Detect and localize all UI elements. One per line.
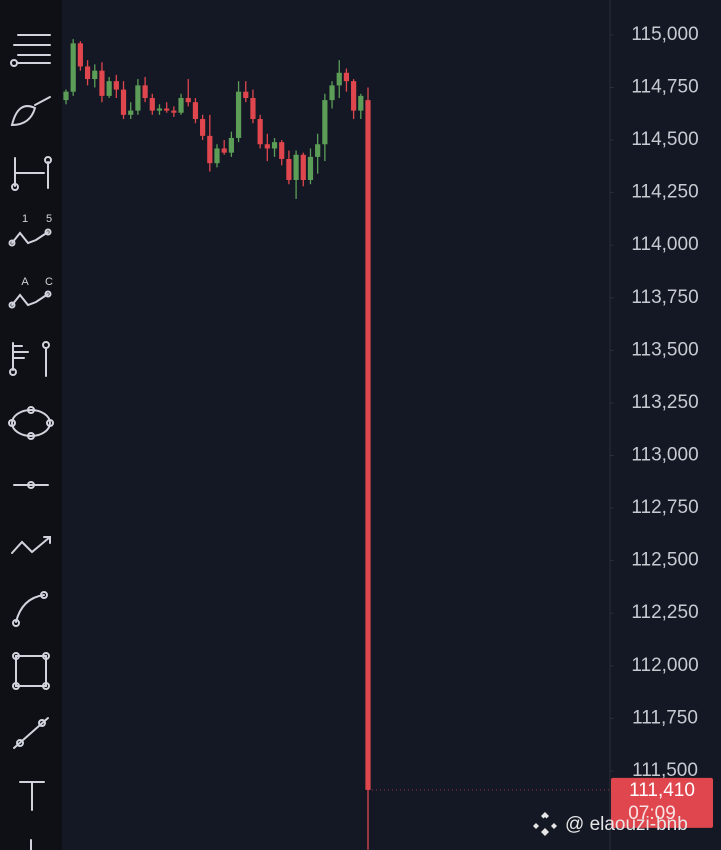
candle-body bbox=[293, 154, 299, 181]
candle-body bbox=[228, 137, 234, 153]
candle-body bbox=[84, 66, 91, 80]
y-tick-label: 114,750 bbox=[631, 76, 698, 97]
icon-label: C bbox=[45, 276, 53, 288]
candle-body bbox=[164, 108, 170, 111]
y-tick-label: 112,500 bbox=[631, 550, 698, 571]
candle-body bbox=[365, 100, 371, 790]
candle-body bbox=[315, 144, 321, 157]
measure-icon[interactable] bbox=[11, 156, 52, 191]
candle-body bbox=[300, 154, 306, 181]
y-tick-label: 112,250 bbox=[631, 602, 698, 623]
text-icon[interactable] bbox=[19, 781, 45, 811]
candle-body bbox=[257, 119, 263, 145]
candle-body bbox=[106, 81, 112, 96]
candle-body bbox=[343, 72, 350, 82]
y-tick-label: 111,750 bbox=[632, 707, 698, 728]
icon-label: 5 bbox=[46, 213, 52, 225]
candle-body bbox=[207, 135, 213, 164]
hline-icon[interactable] bbox=[13, 481, 49, 489]
rect-icon[interactable] bbox=[12, 652, 50, 690]
candle-body bbox=[221, 148, 227, 153]
candle-body bbox=[178, 97, 184, 113]
candle-body bbox=[149, 97, 155, 111]
candles bbox=[63, 39, 371, 850]
candle-body bbox=[156, 108, 163, 111]
candle-body bbox=[235, 91, 242, 138]
candle-body bbox=[192, 102, 199, 120]
y-tick-label: 112,750 bbox=[631, 497, 698, 518]
y-tick-label: 114,250 bbox=[631, 182, 698, 203]
y-tick-label: 112,000 bbox=[631, 655, 698, 676]
candle-body bbox=[336, 72, 342, 86]
menu-icon[interactable] bbox=[10, 34, 51, 67]
candle-body bbox=[63, 91, 69, 101]
countdown-label: 07:09 bbox=[628, 803, 676, 824]
toolbar-icons: 1 5 A C bbox=[8, 34, 54, 850]
candle-body bbox=[250, 97, 256, 120]
candle-body bbox=[70, 43, 76, 92]
candle-body bbox=[264, 144, 270, 149]
y-tick-label: 115,000 bbox=[631, 24, 698, 45]
watermark: @ elaouzi-bnb bbox=[533, 812, 688, 836]
y-tick-label: 111,500 bbox=[632, 760, 698, 781]
candle-body bbox=[358, 95, 364, 111]
candle-body bbox=[271, 142, 278, 149]
y-tick-label: 113,500 bbox=[631, 339, 698, 360]
watermark-text: @ elaouzi-bnb bbox=[565, 814, 688, 835]
candle-body bbox=[135, 85, 141, 111]
candle-body bbox=[185, 97, 191, 103]
brush-icon[interactable] bbox=[10, 96, 51, 127]
candle-body bbox=[77, 43, 83, 67]
y-tick-label: 113,000 bbox=[631, 445, 698, 466]
icon-label: 1 bbox=[22, 213, 28, 225]
candle-body bbox=[279, 142, 285, 159]
candle-body bbox=[243, 91, 249, 98]
pattern-icon[interactable] bbox=[8, 290, 52, 309]
watermark-logo bbox=[533, 812, 557, 836]
ellipse-icon[interactable] bbox=[8, 406, 54, 440]
wave-icon[interactable] bbox=[8, 228, 52, 247]
candle-body bbox=[171, 110, 177, 113]
trend-icon[interactable] bbox=[11, 536, 51, 554]
candle-body bbox=[99, 70, 105, 96]
y-tick-label: 113,750 bbox=[631, 287, 698, 308]
price-axis: 115,000 114,750 114,500 114,250 114,000 113,7… bbox=[610, 24, 699, 781]
candle-body bbox=[322, 100, 328, 145]
ray-icon[interactable] bbox=[13, 717, 49, 749]
candle-body bbox=[307, 156, 314, 181]
candle-body bbox=[92, 70, 98, 80]
last-price-label: 111,410 bbox=[629, 780, 695, 801]
icon-label: A bbox=[21, 276, 29, 288]
y-tick-label: 113,250 bbox=[631, 392, 698, 413]
candle-body bbox=[200, 119, 206, 136]
candle-body bbox=[128, 110, 134, 115]
curve-icon[interactable] bbox=[12, 591, 48, 627]
last-price-box bbox=[611, 777, 713, 828]
y-tick-label: 114,000 bbox=[631, 234, 698, 255]
candle-body bbox=[214, 148, 220, 164]
candle-body bbox=[142, 85, 148, 98]
y-tick-label: 114,500 bbox=[631, 129, 698, 150]
candle-body bbox=[329, 85, 335, 101]
candle-body bbox=[351, 81, 357, 111]
candle-body bbox=[120, 89, 127, 115]
candle-body bbox=[113, 81, 119, 90]
fib-icon[interactable] bbox=[9, 341, 50, 377]
candle-body bbox=[286, 158, 292, 181]
